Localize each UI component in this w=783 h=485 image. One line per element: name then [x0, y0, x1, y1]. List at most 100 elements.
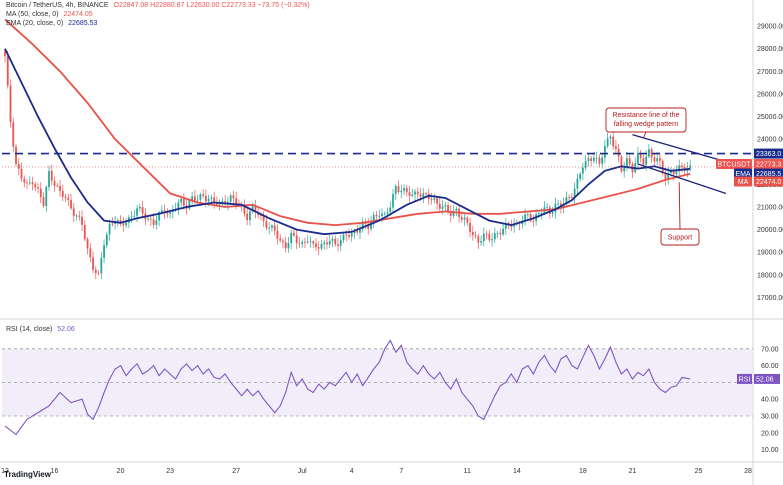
candle-body [425, 193, 427, 195]
candle-body [378, 215, 381, 217]
candle-body [592, 157, 595, 161]
legend-rsi[interactable]: RSI (14, close) 52.06 [6, 326, 75, 333]
candle-body [546, 207, 549, 209]
ema-line [4, 48, 691, 236]
price-tick-label: 26000.00 [757, 91, 783, 98]
price-tick-label: 24000.00 [757, 137, 783, 144]
candle-body [537, 213, 540, 215]
candle-body [320, 243, 323, 249]
rsi-tag-box [754, 373, 780, 384]
candle-body [152, 219, 155, 225]
tradingview-logo[interactable]: TradingView [4, 470, 51, 479]
candle-body [491, 239, 493, 241]
candle-body [405, 188, 408, 193]
candle-body [612, 136, 615, 147]
resistance-line [632, 134, 727, 163]
candle-body [295, 235, 298, 243]
candle-body [689, 165, 692, 169]
candle-body [609, 136, 612, 139]
candle-body [463, 217, 466, 220]
candle-body [372, 214, 375, 222]
rsi-tag-value: 52.06 [756, 376, 774, 383]
candle-body [207, 198, 210, 202]
candle-body [422, 193, 425, 197]
candle-body [383, 213, 386, 215]
candle-body [675, 171, 678, 175]
time-tick-label: 11 [464, 468, 471, 475]
candle-body [23, 178, 26, 183]
candle-body [306, 241, 309, 243]
candle-body [193, 196, 196, 201]
candle-body [650, 149, 653, 158]
ohlc-readout: O22847.08 H22880.87 L22630.00 C22773.33 … [113, 2, 310, 9]
candle-body [182, 199, 185, 206]
candle-body [279, 238, 282, 241]
candle-body [92, 257, 94, 270]
candle-body [304, 241, 306, 243]
price-tick-label: 28000.00 [757, 46, 783, 53]
candle-body [64, 196, 67, 198]
candle-body [452, 210, 455, 216]
candle-body [61, 190, 64, 197]
candle-body [31, 182, 34, 185]
legend-symbol: Bitcoin / TetherUS, 4h, BINANCE O22847.0… [6, 2, 310, 9]
candle-body [348, 234, 350, 237]
candle-body [262, 215, 265, 221]
candle-body [37, 187, 39, 189]
candle-body [273, 225, 276, 231]
candle-body [138, 207, 141, 209]
candle-body [408, 192, 411, 197]
candle-body [265, 220, 268, 229]
candle-body [353, 230, 356, 234]
candle-body [105, 234, 108, 246]
candle-body [202, 194, 205, 196]
candle-body [48, 170, 50, 187]
candle-body [499, 232, 502, 235]
candle-body [166, 212, 169, 214]
time-tick-label: 21 [629, 468, 637, 475]
candle-body [551, 212, 554, 214]
time-tick-label: 20 [117, 468, 125, 475]
candle-body [56, 185, 59, 187]
candle-body [196, 199, 199, 201]
candle-body [221, 201, 224, 203]
candle-body [584, 161, 587, 168]
legend-ema[interactable]: EMA (20, close, 0) 22685.53 [6, 20, 97, 27]
time-tick-label: 14 [513, 468, 521, 475]
candle-body [617, 148, 620, 157]
candle-body [504, 222, 507, 229]
candle-body [59, 185, 61, 191]
candle-body [326, 242, 328, 245]
candle-body [403, 188, 405, 191]
candle-body [210, 197, 213, 199]
candle-body [400, 190, 403, 193]
candle-body [667, 172, 670, 180]
candle-body [67, 197, 70, 201]
candle-body [6, 56, 9, 86]
price-pane [2, 0, 753, 318]
candle-body [70, 200, 72, 209]
candle-body [438, 203, 441, 209]
candle-body [78, 215, 81, 217]
candle-body [389, 207, 392, 213]
legend-ma[interactable]: MA (50, close, 0) 22474.05 [6, 11, 93, 18]
candle-body [419, 194, 422, 197]
candle-body [108, 223, 111, 235]
candle-body [480, 241, 482, 243]
candle-body [169, 212, 172, 214]
candle-body [370, 221, 372, 229]
rsi-tick-label: 40.00 [761, 397, 779, 404]
candle-body [659, 158, 661, 161]
tradingview-logo-text: TradingView [4, 470, 51, 479]
candle-body [323, 242, 326, 244]
candle-body [149, 218, 152, 220]
candle-body [229, 195, 232, 202]
candle-body [315, 243, 317, 248]
candle-body [191, 196, 194, 201]
rsi-legend-label: RSI (14, close) [6, 326, 53, 333]
candle-body [122, 223, 125, 226]
candle-body [331, 238, 334, 241]
candle-body [620, 156, 623, 172]
candle-body [271, 225, 273, 228]
candle-body [243, 204, 246, 214]
